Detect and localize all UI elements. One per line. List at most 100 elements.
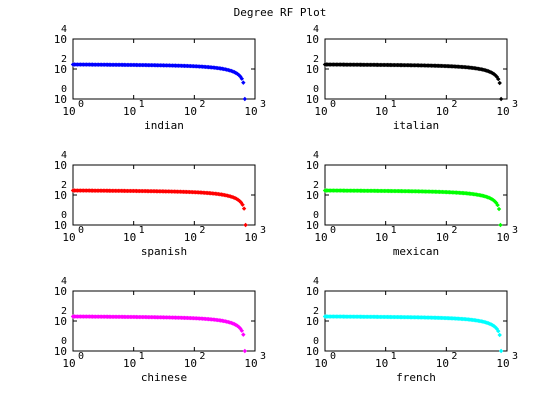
y-tick-label-exponent: 4	[61, 276, 67, 287]
y-tick-label-base: 10	[306, 63, 319, 76]
series-indian	[70, 62, 248, 102]
x-tick-label-base: 10	[123, 357, 136, 370]
y-tick-label-exponent: 4	[61, 24, 67, 35]
x-axis-label: mexican	[393, 245, 439, 258]
data-point	[241, 80, 246, 85]
x-tick-label-exponent: 1	[139, 225, 145, 236]
x-tick-label-exponent: 1	[391, 99, 397, 110]
x-tick-label-exponent: 2	[451, 225, 457, 236]
data-point	[496, 76, 501, 82]
data-point	[498, 348, 504, 354]
y-tick-label-base: 10	[306, 93, 319, 106]
x-tick-label-exponent: 2	[451, 351, 457, 362]
data-point	[239, 328, 245, 333]
y-tick-label-exponent: 2	[313, 306, 319, 317]
x-axis-label: french	[396, 371, 436, 384]
y-tick-label-base: 10	[54, 33, 67, 46]
x-tick-label-base: 10	[62, 357, 75, 370]
x-tick-label-base: 10	[314, 357, 327, 370]
x-tick-label-exponent: 1	[139, 99, 145, 110]
x-tick-label-exponent: 0	[78, 225, 84, 236]
x-tick-label-exponent: 0	[330, 99, 336, 110]
y-tick-label-exponent: 0	[313, 84, 319, 95]
y-tick-label-exponent: 2	[61, 54, 67, 65]
data-point	[242, 348, 248, 354]
y-tick-label-exponent: 4	[313, 276, 319, 287]
y-tick-label-base: 10	[306, 189, 319, 202]
y-tick-label-base: 10	[54, 189, 67, 202]
data-point	[239, 76, 245, 81]
y-tick-label-exponent: 0	[61, 210, 67, 221]
series-chinese	[70, 314, 248, 354]
y-tick-label-base: 10	[306, 33, 319, 46]
y-tick-label-base: 10	[306, 315, 319, 328]
x-tick-label-exponent: 3	[260, 225, 266, 236]
x-tick-label-base: 10	[375, 231, 388, 244]
y-tick-label-exponent: 0	[313, 210, 319, 221]
data-point	[498, 96, 504, 102]
series-spanish	[70, 188, 248, 228]
x-tick-label-exponent: 2	[199, 225, 205, 236]
y-tick-label-base: 10	[306, 285, 319, 298]
x-tick-label-exponent: 0	[330, 351, 336, 362]
series-mexican	[322, 188, 503, 228]
subplot-grid: 100101102103100102104indian1001011021031…	[54, 24, 518, 384]
x-tick-label-exponent: 0	[78, 99, 84, 110]
data-point	[496, 328, 501, 334]
y-tick-label-base: 10	[306, 345, 319, 358]
data-point	[497, 332, 502, 338]
series-italian	[322, 62, 504, 102]
x-tick-label-base: 10	[496, 357, 509, 370]
x-tick-label-base: 10	[244, 105, 257, 118]
y-tick-label-base: 10	[54, 345, 67, 358]
y-tick-label-exponent: 4	[313, 150, 319, 161]
y-tick-label-exponent: 4	[61, 150, 67, 161]
x-tick-label-base: 10	[496, 105, 509, 118]
x-tick-label-exponent: 0	[330, 225, 336, 236]
y-tick-label-exponent: 4	[313, 24, 319, 35]
x-tick-label-base: 10	[496, 231, 509, 244]
x-tick-label-base: 10	[62, 105, 75, 118]
x-tick-label-base: 10	[184, 357, 197, 370]
x-tick-label-exponent: 2	[199, 99, 205, 110]
x-tick-label-exponent: 3	[260, 99, 266, 110]
x-tick-label-base: 10	[123, 105, 136, 118]
figure-title: Degree RF Plot	[234, 6, 327, 19]
x-tick-label-base: 10	[314, 231, 327, 244]
x-tick-label-base: 10	[244, 357, 257, 370]
x-tick-label-exponent: 1	[391, 351, 397, 362]
x-tick-label-exponent: 1	[139, 351, 145, 362]
data-point	[236, 72, 242, 78]
x-tick-label-exponent: 3	[512, 351, 518, 362]
x-tick-label-base: 10	[244, 231, 257, 244]
x-tick-label-exponent: 2	[451, 99, 457, 110]
x-tick-label-base: 10	[123, 231, 136, 244]
x-tick-label-exponent: 3	[512, 99, 518, 110]
x-axis-label: spanish	[141, 245, 187, 258]
y-tick-label-base: 10	[54, 63, 67, 76]
data-point	[498, 222, 503, 228]
y-tick-label-exponent: 0	[313, 336, 319, 347]
y-tick-label-exponent: 2	[313, 54, 319, 65]
y-tick-label-base: 10	[306, 219, 319, 232]
y-tick-label-exponent: 2	[61, 306, 67, 317]
data-point	[491, 71, 497, 77]
y-tick-label-base: 10	[306, 159, 319, 172]
y-tick-label-base: 10	[54, 93, 67, 106]
x-tick-label-exponent: 3	[260, 351, 266, 362]
x-tick-label-exponent: 1	[391, 225, 397, 236]
x-axis-label: italian	[393, 119, 439, 132]
x-tick-label-base: 10	[62, 231, 75, 244]
x-tick-label-base: 10	[375, 105, 388, 118]
y-tick-label-exponent: 0	[61, 84, 67, 95]
y-tick-label-exponent: 2	[61, 180, 67, 191]
data-point	[496, 206, 502, 212]
y-tick-label-base: 10	[54, 315, 67, 328]
x-tick-label-base: 10	[184, 105, 197, 118]
x-axis-label: indian	[144, 119, 184, 132]
